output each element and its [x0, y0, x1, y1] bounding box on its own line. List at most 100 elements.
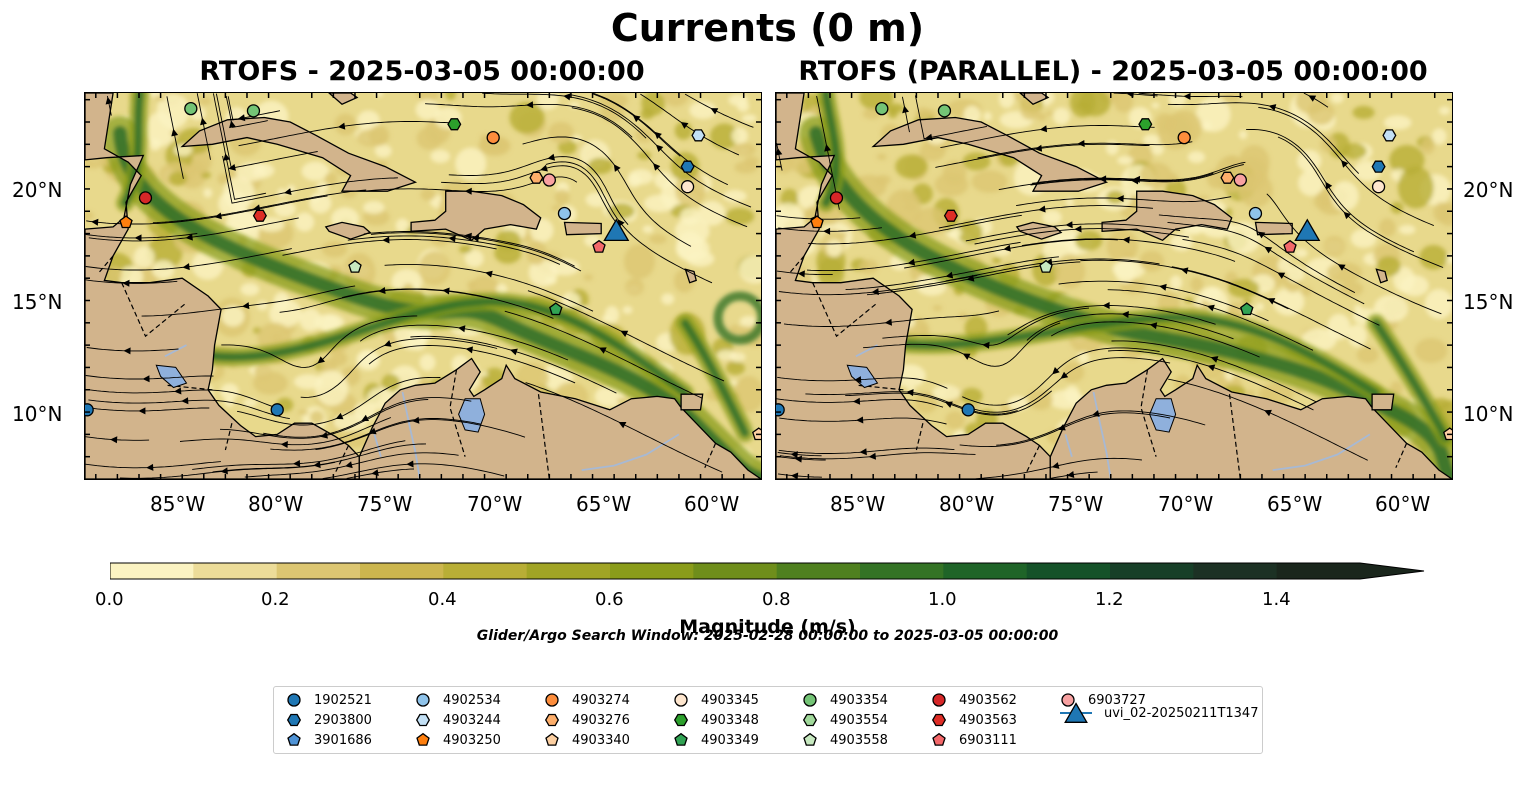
flow-arrow [134, 234, 142, 242]
colorbar-gradient [109, 562, 1425, 580]
streamline [196, 93, 211, 160]
flow-arrow [1034, 144, 1043, 152]
flow-arrow [884, 318, 892, 326]
flow-arrow [146, 463, 154, 471]
streamline [88, 399, 290, 420]
flow-arrow [406, 460, 414, 468]
flow-arrow [1003, 244, 1011, 252]
pentagon-icon [932, 732, 946, 746]
lat-label: 20°N [1463, 178, 1514, 202]
streamline [779, 452, 976, 460]
legend-label: 3901686 [314, 732, 372, 748]
flow-arrow [823, 227, 831, 235]
flow-arrow [337, 122, 346, 130]
streamline [1266, 193, 1442, 315]
legend-label: 4902534 [443, 692, 501, 708]
legend-item: 4903250 [415, 731, 501, 749]
legend-label: 4903345 [701, 692, 759, 708]
flow-arrow [458, 325, 466, 333]
flow-arrow [654, 131, 662, 140]
colorbar-title: Magnitude (m/s) [679, 616, 856, 638]
marker-6903727 [542, 173, 556, 187]
streamline [238, 121, 453, 147]
flow-arrow [908, 231, 917, 239]
legend-label: 4903340 [572, 732, 630, 748]
streamline [777, 456, 826, 461]
colorbar [109, 561, 1426, 585]
flow-arrow [200, 117, 207, 126]
country-borders [788, 255, 1408, 479]
flow-arrow [868, 452, 876, 460]
legend-item: 4903554 [802, 711, 888, 729]
flow-arrow [653, 163, 661, 171]
legend-marker-circle-icon [932, 693, 946, 707]
marker-4903244 [1382, 129, 1397, 142]
flow-arrow [220, 467, 228, 475]
land-antilles [1375, 268, 1388, 284]
streamline [179, 417, 392, 446]
legend-item: 4903244 [415, 711, 501, 729]
flow-arrow [854, 376, 862, 384]
streamline [1058, 280, 1269, 322]
float-markers [776, 101, 1452, 441]
hexagon-icon [931, 713, 947, 727]
colorbar-tick: 1.0 [928, 589, 957, 610]
flow-arrow [181, 397, 189, 405]
streamline [935, 143, 1150, 168]
legend-label: 4903554 [830, 712, 888, 728]
map-panel-rtofs[interactable] [84, 92, 762, 480]
colorbar-outline [109, 562, 1425, 580]
lat-label: 15°N [12, 290, 63, 314]
legend-label: 4903563 [959, 712, 1017, 728]
lon-label: 85°W [150, 492, 206, 516]
legend-item: 3901686 [286, 731, 372, 749]
flow-arrow [790, 451, 798, 459]
flow-arrow [620, 330, 629, 337]
streamline [938, 205, 1154, 229]
flow-arrow [1074, 225, 1082, 233]
map-panel-rtofs-parallel[interactable] [775, 92, 1453, 480]
legend-marker-hexagon-icon [544, 713, 560, 727]
legend-item: 6903727 [1060, 691, 1146, 709]
streamline [237, 376, 441, 426]
flow-arrow [1264, 409, 1272, 417]
legend-marker-hexagon-icon [802, 713, 818, 727]
flow-arrow [442, 287, 450, 295]
streamline [1111, 340, 1317, 403]
flow-arrow [361, 414, 369, 422]
colorbar-segment [1026, 563, 1111, 579]
flow-arrow [790, 472, 799, 479]
land [85, 93, 761, 479]
marker-4903345 [680, 180, 695, 194]
flow-arrow [105, 96, 113, 105]
marker-4903348 [1138, 118, 1153, 131]
colorbar-segment [1193, 563, 1278, 579]
colorbar-tick: 0.0 [95, 589, 124, 610]
flow-arrow [345, 461, 353, 469]
flow-arrow [1122, 236, 1130, 244]
flow-arrow [794, 455, 802, 463]
flow-arrow [1121, 311, 1129, 318]
colorbar-tick: 1.2 [1095, 589, 1124, 610]
colorbar-segment [110, 563, 194, 579]
marker-4903250 [810, 215, 824, 229]
marker-2903800 [680, 160, 695, 173]
streamline [212, 443, 427, 473]
hexagon-icon [802, 713, 818, 727]
flow-arrow [613, 164, 621, 172]
flow-arrow [1343, 211, 1351, 220]
colorbar-tick: 0.6 [595, 589, 624, 610]
legend-label: 4903354 [830, 692, 888, 708]
streamline [1167, 221, 1365, 305]
flow-arrow [710, 108, 719, 115]
flow-arrow [91, 218, 99, 226]
streamline [85, 279, 178, 284]
flow-arrow [138, 407, 146, 415]
flow-arrow [1337, 264, 1346, 271]
legend-item: 4903349 [673, 731, 759, 749]
marker-4903348 [447, 118, 462, 131]
streamline [86, 220, 115, 225]
marker-4903276 [529, 171, 544, 184]
flow-arrow [1065, 221, 1073, 229]
legend-label: 4903348 [701, 712, 759, 728]
